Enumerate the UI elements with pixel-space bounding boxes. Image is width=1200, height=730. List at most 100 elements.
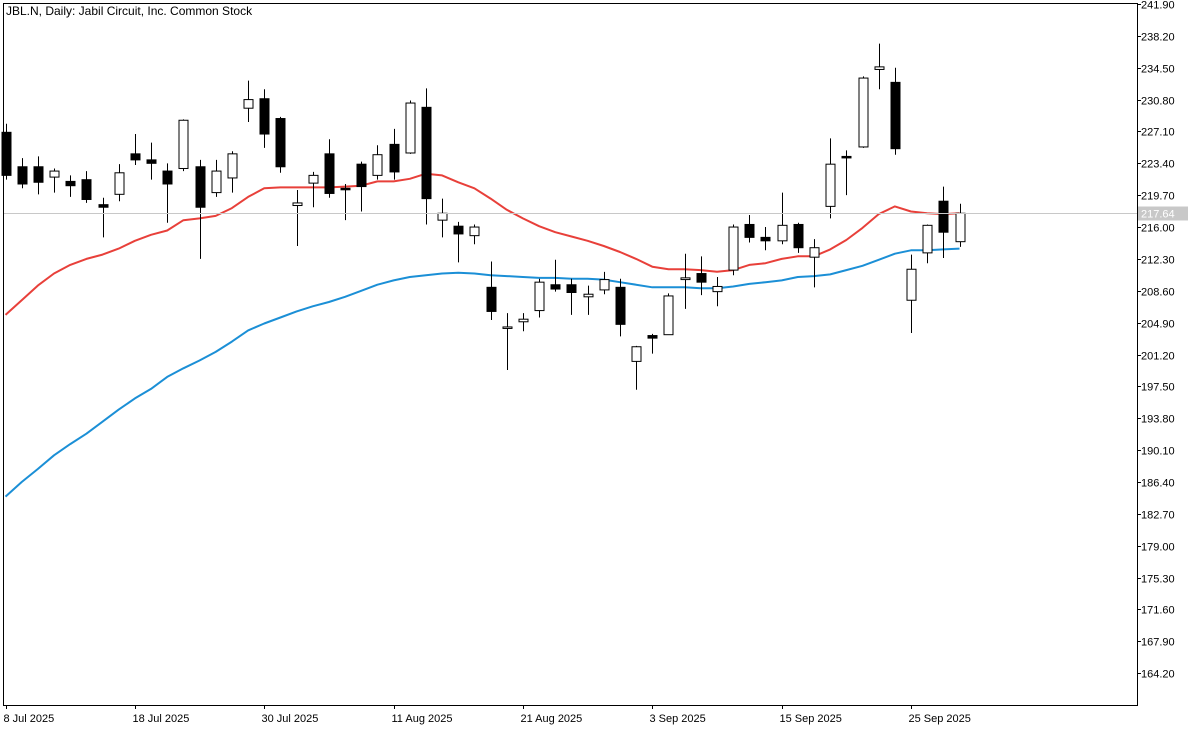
candle bbox=[793, 222, 804, 253]
candle-body bbox=[292, 202, 303, 207]
candle bbox=[728, 224, 739, 276]
price-axis: 241.90 238.20 234.50 230.80 227.10 223.40 219.… bbox=[1137, 0, 1175, 681]
candle-body bbox=[49, 170, 60, 178]
y-tick-label: 167.90 bbox=[1141, 637, 1175, 649]
candle-body bbox=[647, 335, 658, 339]
candle-body bbox=[1, 131, 12, 176]
y-tick-label: 216.00 bbox=[1141, 223, 1175, 235]
candle-body bbox=[178, 119, 189, 169]
candle-body bbox=[130, 153, 141, 161]
candle bbox=[372, 145, 383, 180]
candle bbox=[469, 224, 480, 245]
candle bbox=[324, 139, 335, 198]
candle bbox=[922, 224, 933, 264]
candle-body bbox=[114, 172, 125, 195]
candle bbox=[696, 256, 707, 296]
candle-body bbox=[340, 187, 351, 191]
candle-body bbox=[663, 295, 674, 336]
candle bbox=[65, 175, 76, 197]
candle-body bbox=[356, 163, 367, 188]
candle-body bbox=[81, 179, 92, 200]
x-tick-label: 18 Jul 2025 bbox=[133, 713, 190, 725]
candle bbox=[130, 134, 141, 166]
candle bbox=[566, 278, 577, 315]
y-tick-label: 227.10 bbox=[1141, 127, 1175, 139]
candle-body bbox=[17, 166, 28, 185]
y-tick-label: 179.00 bbox=[1141, 542, 1175, 554]
candle-body bbox=[955, 212, 966, 243]
candle-body bbox=[615, 286, 626, 325]
y-tick-label: 208.60 bbox=[1141, 287, 1175, 299]
candle bbox=[17, 158, 28, 189]
candle-body bbox=[469, 226, 480, 237]
candle-body bbox=[65, 180, 76, 187]
plot-frame bbox=[3, 3, 1138, 706]
candle bbox=[453, 221, 464, 263]
candle bbox=[583, 285, 594, 315]
y-tick-label: 193.80 bbox=[1141, 414, 1175, 426]
candle-body bbox=[858, 77, 869, 148]
y-tick-label: 238.20 bbox=[1141, 32, 1175, 44]
candle-body bbox=[324, 153, 335, 194]
chart-title: JBL.N, Daily: Jabil Circuit, Inc. Common… bbox=[6, 4, 253, 18]
candle-body bbox=[405, 102, 416, 154]
candle-body bbox=[146, 159, 157, 164]
candle bbox=[825, 138, 836, 219]
candle bbox=[760, 227, 771, 251]
y-tick-label: 182.70 bbox=[1141, 510, 1175, 522]
candle bbox=[906, 254, 917, 333]
candle bbox=[631, 345, 642, 390]
y-tick-label: 234.50 bbox=[1141, 64, 1175, 76]
moving-averages bbox=[4, 172, 960, 498]
candle-body bbox=[195, 166, 206, 208]
candle bbox=[33, 156, 44, 195]
x-tick-label: 11 Aug 2025 bbox=[392, 713, 453, 725]
candle bbox=[486, 261, 497, 321]
current-price-label: 217.64 bbox=[1141, 209, 1175, 221]
candle bbox=[841, 150, 852, 196]
candle bbox=[647, 333, 658, 354]
candle-body bbox=[534, 281, 545, 312]
candle bbox=[356, 161, 367, 212]
candle bbox=[809, 239, 820, 288]
candles bbox=[1, 43, 966, 390]
candle-body bbox=[453, 225, 464, 235]
candle bbox=[599, 271, 610, 295]
candle bbox=[211, 159, 222, 197]
y-tick-label: 241.90 bbox=[1141, 0, 1175, 12]
candle-body bbox=[211, 170, 222, 194]
candle-body bbox=[793, 223, 804, 249]
candle bbox=[663, 293, 674, 336]
candle bbox=[405, 100, 416, 154]
candle bbox=[421, 88, 432, 225]
candle bbox=[259, 89, 270, 148]
candle-body bbox=[680, 277, 691, 281]
candle bbox=[162, 163, 173, 223]
candle bbox=[114, 164, 125, 202]
candle-body bbox=[308, 174, 319, 184]
candle bbox=[243, 80, 254, 122]
candle bbox=[874, 43, 885, 90]
candle-body bbox=[906, 268, 917, 301]
x-tick-label: 25 Sep 2025 bbox=[909, 713, 971, 725]
candle-body bbox=[744, 223, 755, 238]
candle bbox=[178, 119, 189, 172]
y-tick-label: 219.70 bbox=[1141, 191, 1175, 203]
candle-body bbox=[421, 106, 432, 200]
ma-slow-line bbox=[4, 247, 960, 498]
y-tick-label: 190.10 bbox=[1141, 446, 1175, 458]
candle-body bbox=[98, 204, 109, 208]
candle-body bbox=[372, 154, 383, 176]
candle bbox=[1, 123, 12, 180]
candle-body bbox=[275, 118, 286, 168]
candle-body bbox=[760, 236, 771, 242]
candle-body bbox=[33, 166, 44, 183]
candle-body bbox=[890, 81, 901, 150]
candle-body bbox=[809, 247, 820, 258]
y-tick-label: 186.40 bbox=[1141, 478, 1175, 490]
candle bbox=[777, 192, 788, 245]
candle bbox=[389, 128, 400, 180]
candle-body bbox=[259, 98, 270, 135]
candle-body bbox=[566, 284, 577, 293]
